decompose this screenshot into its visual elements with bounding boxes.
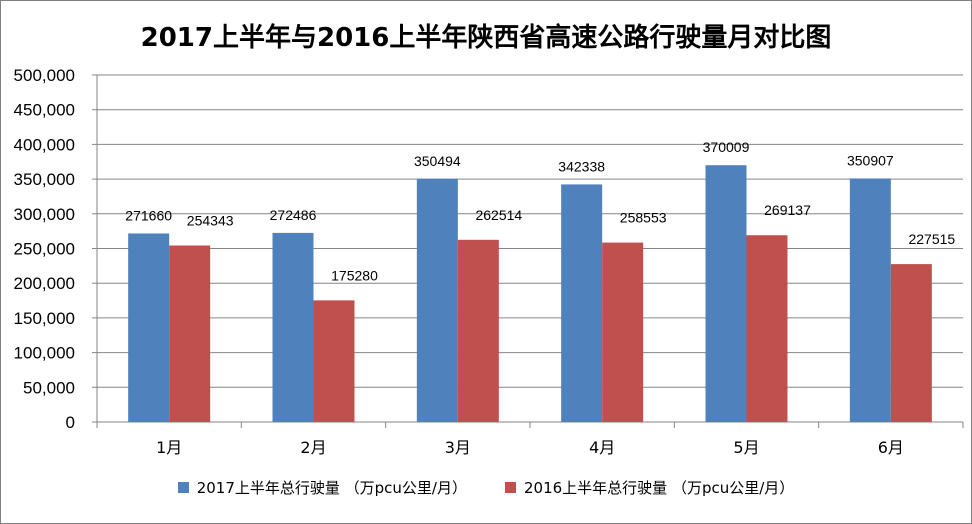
legend-swatch-2016 (505, 482, 516, 493)
y-tick-label: 250,000 (14, 240, 75, 259)
data-label: 254343 (187, 212, 234, 228)
x-tick-label: 3月 (445, 438, 471, 457)
y-tick-label: 50,000 (23, 378, 75, 397)
y-tick-label: 500,000 (14, 66, 75, 85)
bar-2016 (313, 300, 355, 422)
y-tick-label: 350,000 (14, 170, 75, 189)
data-label: 262514 (475, 207, 522, 223)
data-label: 272486 (270, 207, 317, 223)
bar-2016 (457, 239, 499, 422)
bar-2017 (416, 178, 458, 422)
legend-swatch-2017 (177, 482, 189, 493)
data-label: 258553 (620, 210, 667, 226)
data-label: 269137 (764, 202, 811, 218)
y-tick-label: 0 (66, 413, 75, 432)
y-tick-label: 300,000 (14, 205, 75, 224)
legend: 2017上半年总行驶量 （万pcu公里/月） 2016上半年总行驶量 （万pcu… (1, 477, 971, 498)
legend-item-2017: 2017上半年总行驶量 （万pcu公里/月） (177, 477, 467, 498)
data-label: 350494 (414, 153, 461, 169)
bar-2016 (746, 235, 788, 422)
bar-2016 (602, 242, 644, 422)
data-label: 350907 (847, 152, 894, 168)
y-tick-label: 200,000 (14, 274, 75, 293)
x-tick-label: 4月 (589, 438, 615, 457)
bar-2017 (561, 184, 603, 422)
data-label: 342338 (558, 158, 605, 174)
data-label: 175280 (331, 267, 378, 283)
legend-label-2016: 2016上半年总行驶量 （万pcu公里/月） (524, 479, 795, 497)
bar-2017 (272, 232, 314, 422)
x-tick-label: 1月 (156, 438, 182, 457)
data-label: 271660 (125, 207, 172, 223)
legend-item-2016: 2016上半年总行驶量 （万pcu公里/月） (505, 477, 794, 498)
y-tick-label: 100,000 (14, 344, 75, 363)
x-tick-label: 5月 (733, 438, 759, 457)
bar-2017 (128, 233, 170, 422)
data-label: 227515 (908, 231, 955, 247)
legend-label-2017: 2017上半年总行驶量 （万pcu公里/月） (196, 479, 467, 497)
y-tick-label: 450,000 (14, 101, 75, 120)
bar-2016 (169, 245, 211, 422)
data-label: 370009 (703, 139, 750, 155)
y-tick-label: 400,000 (14, 135, 75, 154)
chart-title: 2017上半年与2016上半年陕西省高速公路行驶量月对比图 (140, 23, 832, 53)
bar-2016 (890, 264, 932, 422)
y-tick-label: 150,000 (14, 309, 75, 328)
x-tick-label: 2月 (300, 438, 326, 457)
bar-2017 (849, 178, 891, 422)
x-tick-label: 6月 (878, 438, 904, 457)
bar-2017 (705, 165, 747, 423)
